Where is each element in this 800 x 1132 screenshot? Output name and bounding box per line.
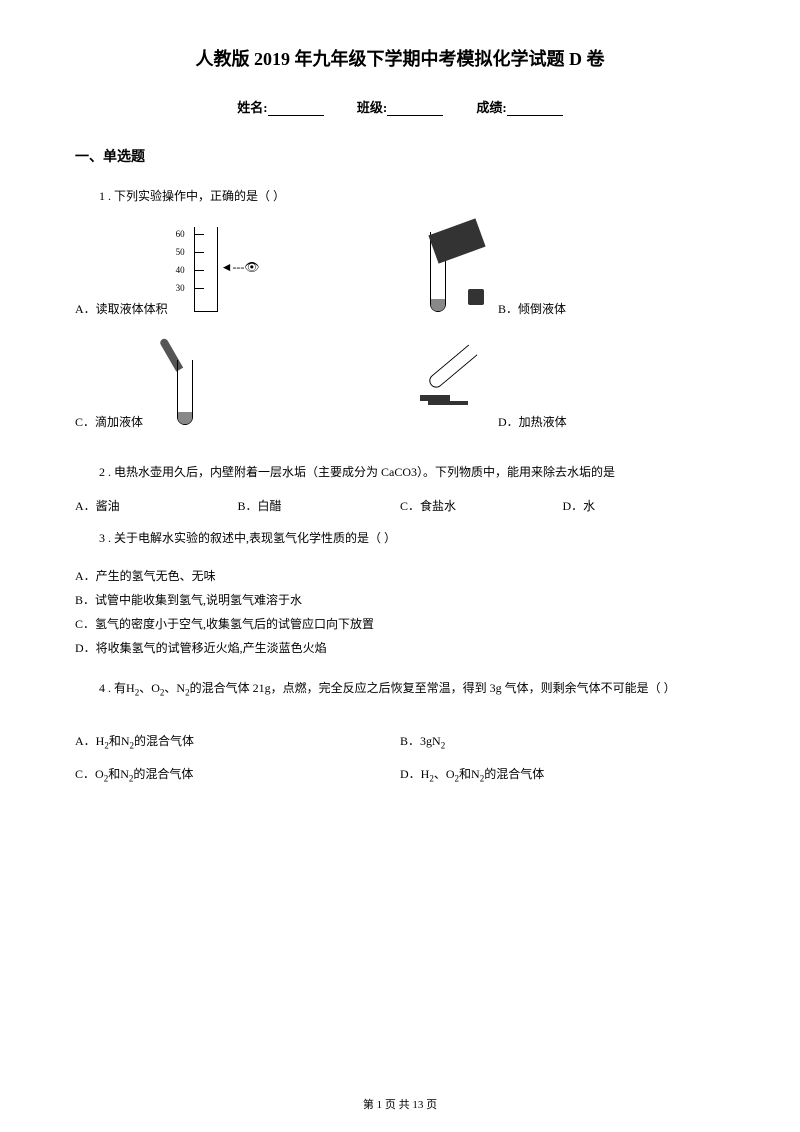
q2-text: 2 . 电热水壶用久后，内壁附着一层水垢（主要成分为 CaCO3）。下列物质中，… — [75, 462, 725, 484]
name-label: 姓名: — [237, 100, 267, 115]
q1-optB-label: B．倾倒液体 — [498, 300, 566, 317]
q1-optC: C．滴加液体 — [75, 335, 400, 430]
student-info-row: 姓名: 班级: 成绩: — [75, 97, 725, 116]
liquid-icon — [431, 299, 445, 311]
tick-label: 30 — [176, 283, 185, 293]
tick — [194, 288, 204, 289]
bottle-icon — [428, 218, 485, 263]
q2-optD: D．水 — [563, 497, 726, 514]
tube-angle-icon — [426, 344, 477, 390]
q4-optA: A．H2和N2的混合气体 — [75, 732, 400, 750]
page-footer: 第 1 页 共 13 页 — [0, 1096, 800, 1112]
q2: 2 . 电热水壶用久后，内壁附着一层水垢（主要成分为 CaCO3）。下列物质中，… — [75, 462, 725, 484]
footer-pre: 第 — [363, 1099, 377, 1111]
q4-H2: H2 — [126, 681, 139, 695]
score-label: 成绩: — [476, 100, 506, 115]
q3-optA: A．产生的氢气无色、无味 — [75, 564, 725, 588]
q4-text-post: 的混合气体 21g，点燃，完全反应之后恢复至常温，得到 3g 气体，则剩余气体不… — [190, 681, 676, 695]
q1-options: A．读取液体体积 60 50 40 30 ◄---👁 B．倾倒液体 C．滴加液体 — [75, 222, 725, 448]
tick — [194, 252, 204, 253]
footer-mid: 页 共 — [382, 1099, 412, 1111]
footer-post: 页 — [423, 1099, 437, 1111]
q1-text: 1 . 下列实验操作中，正确的是（ ） — [75, 186, 725, 208]
q1: 1 . 下列实验操作中，正确的是（ ） — [75, 186, 725, 208]
name-underline — [268, 102, 324, 116]
tick-label: 50 — [176, 247, 185, 257]
q2-options: A．酱油 B．白醋 C．食盐水 D．水 — [75, 497, 725, 514]
score-field: 成绩: — [476, 97, 562, 116]
q4-text-pre: 4 . 有 — [99, 681, 126, 695]
q1-optA: A．读取液体体积 60 50 40 30 ◄---👁 — [75, 222, 400, 317]
name-field: 姓名: — [237, 97, 323, 116]
tube-icon — [177, 360, 193, 425]
q2-optA: A．酱油 — [75, 497, 238, 514]
footer-total: 13 — [412, 1099, 423, 1111]
q1-imgB-pour — [400, 222, 490, 317]
q2-optB: B．白醋 — [238, 497, 401, 514]
q4: 4 . 有H2、O2、N2的混合气体 21g，点燃，完全反应之后恢复至常温，得到… — [75, 678, 725, 701]
q4-optC: C．O2和N2的混合气体 — [75, 765, 400, 783]
q3-text: 3 . 关于电解水实验的叙述中,表现氢气化学性质的是（ ） — [75, 528, 725, 550]
q4-optionsAB: A．H2和N2的混合气体 B．3gN2 — [75, 732, 725, 750]
q3-optD: D．将收集氢气的试管移近火焰,产生淡蓝色火焰 — [75, 636, 725, 660]
q3-options: A．产生的氢气无色、无味 B．试管中能收集到氢气,说明氢气难溶于水 C．氢气的密… — [75, 564, 725, 660]
q3-optB: B．试管中能收集到氢气,说明氢气难溶于水 — [75, 588, 725, 612]
q4-sep1: 、 — [139, 681, 151, 695]
q4-N2: N2 — [176, 681, 189, 695]
q1-optA-label: A．读取液体体积 — [75, 300, 168, 317]
q1-imgC-drop — [147, 335, 237, 430]
q3-optC: C．氢气的密度小于空气,收集氢气后的试管应口向下放置 — [75, 612, 725, 636]
q4-optionsCD: C．O2和N2的混合气体 D．H2、O2和N2的混合气体 — [75, 765, 725, 783]
q3: 3 . 关于电解水实验的叙述中,表现氢气化学性质的是（ ） — [75, 528, 725, 550]
class-underline — [387, 102, 443, 116]
tick-label: 40 — [176, 265, 185, 275]
q4-optB: B．3gN2 — [400, 732, 725, 750]
q1-imgA-cylinder: 60 50 40 30 ◄---👁 — [172, 222, 262, 317]
q4-O2: O2 — [151, 681, 164, 695]
q2-optC: C．食盐水 — [400, 497, 563, 514]
class-label: 班级: — [357, 100, 387, 115]
q4-text: 4 . 有H2、O2、N2的混合气体 21g，点燃，完全反应之后恢复至常温，得到… — [75, 678, 725, 701]
q4-sep2: 、 — [164, 681, 176, 695]
q1-optB: B．倾倒液体 — [400, 222, 725, 317]
q1-imgD-heat — [400, 335, 490, 430]
q1-optC-label: C．滴加液体 — [75, 413, 143, 430]
q1-optD-label: D．加热液体 — [498, 413, 567, 430]
section-heading: 一、单选题 — [75, 146, 725, 166]
liquid-icon — [178, 412, 192, 424]
q4-optD: D．H2、O2和N2的混合气体 — [400, 765, 725, 783]
tick — [194, 234, 204, 235]
tick — [194, 270, 204, 271]
score-underline — [507, 102, 563, 116]
tick-label: 60 — [176, 229, 185, 239]
exam-title: 人教版 2019 年九年级下学期中考模拟化学试题 D 卷 — [75, 45, 725, 71]
stopper-icon — [468, 289, 484, 305]
q1-optD: D．加热液体 — [400, 335, 725, 430]
class-field: 班级: — [357, 97, 443, 116]
stand-base-icon — [428, 401, 468, 405]
eye-icon: ◄---👁 — [221, 260, 260, 275]
